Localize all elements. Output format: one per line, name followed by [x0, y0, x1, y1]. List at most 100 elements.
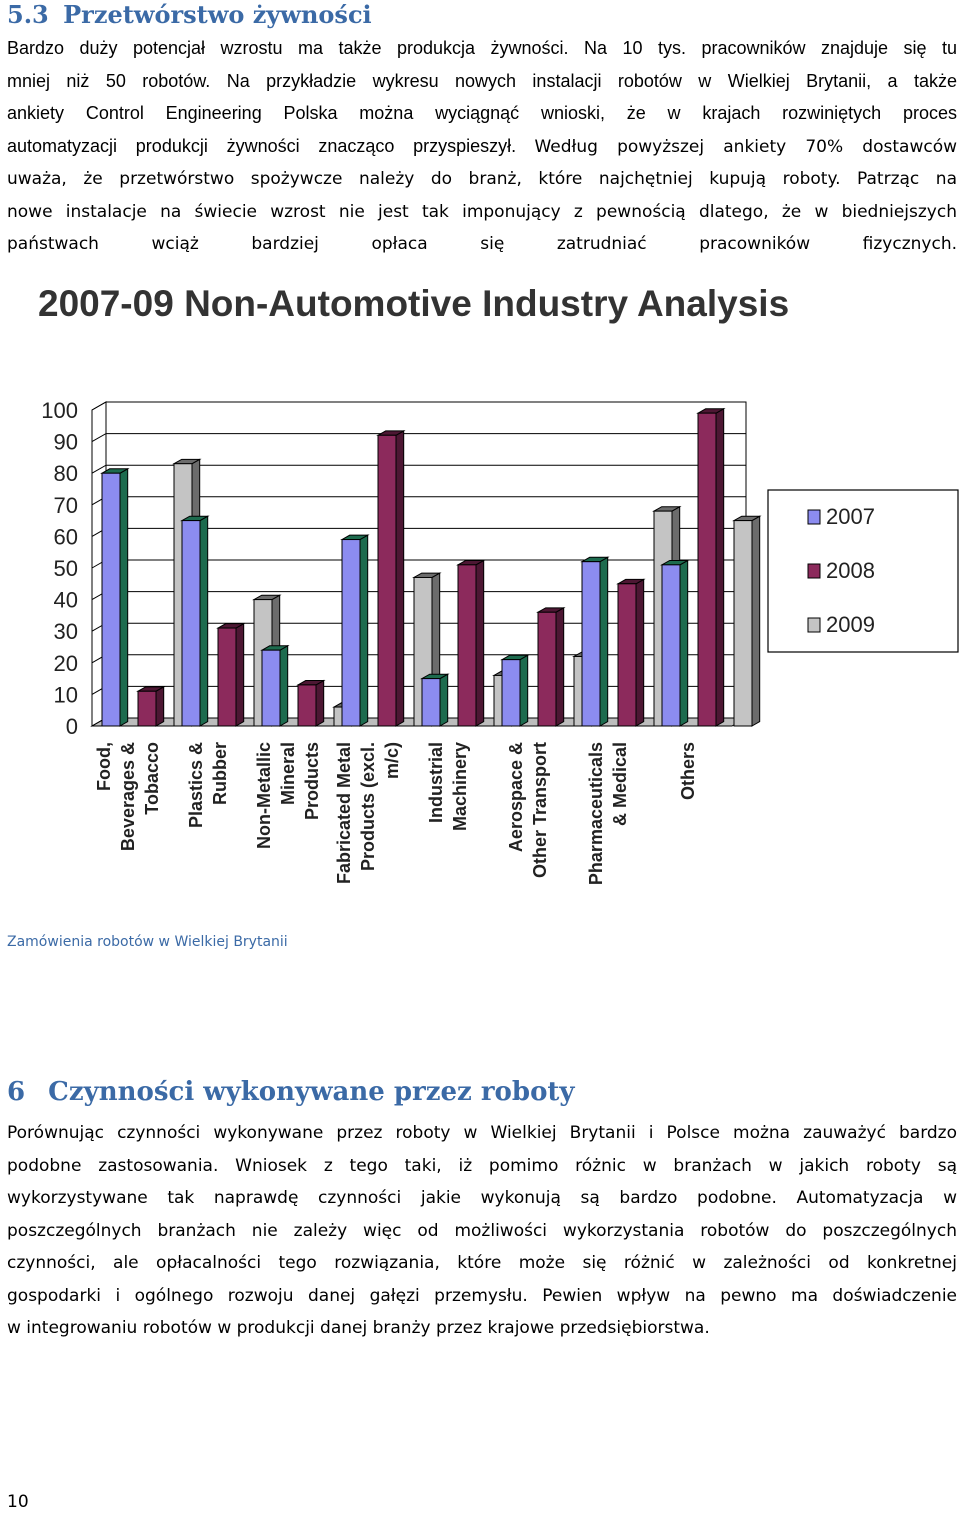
bar [217, 627, 237, 727]
text-line: czynności, ale opłacalności tego rozwiąz… [7, 1253, 957, 1273]
x-tick-label: Mineral [278, 742, 298, 805]
bar [661, 564, 681, 727]
bar [457, 564, 477, 727]
legend-label: 2008 [826, 558, 875, 583]
bar-side [475, 559, 485, 727]
text-line: Bardzo duży potencjał wzrostu ma także p… [7, 38, 957, 58]
legend-box [767, 489, 959, 653]
bar [297, 684, 317, 727]
gridline [91, 401, 746, 411]
y-tick-label: 60 [54, 524, 78, 549]
bar-side [439, 673, 449, 727]
legend-swatch [807, 509, 821, 525]
bar-side [555, 606, 565, 727]
paragraph-intro-c: uważa, że przetwórstwo spożywcze należy … [7, 163, 957, 261]
x-tick-label: Others [678, 742, 698, 800]
bar [581, 561, 601, 727]
x-tick-label: Pharmaceuticals [586, 742, 606, 885]
x-tick-label: Rubber [210, 742, 230, 805]
bar-side [519, 654, 529, 727]
x-tick-label: & Medical [610, 742, 630, 826]
section-number: 5.3 [7, 0, 49, 29]
bar-side [715, 407, 725, 727]
section-heading: 5.3 Przetwórstwo żywności [7, 0, 372, 29]
x-tick-label: Other Transport [530, 742, 550, 878]
y-tick-label: 10 [54, 682, 78, 707]
y-tick-label: 0 [66, 714, 78, 739]
x-tick-label: Tobacco [142, 742, 162, 815]
bar [697, 412, 717, 727]
x-tick-label: Fabricated Metal [334, 742, 354, 884]
bar-side [751, 515, 761, 727]
text-line: państwach wciąż bardziej opłaca się zatr… [7, 234, 957, 254]
paragraph-intro-b: automatyzacji produkcji żywności znacząc… [7, 130, 957, 164]
y-tick-label: 30 [54, 619, 78, 644]
bar [101, 472, 121, 727]
figure-caption: Zamówienia robotów w Wielkiej Brytanii [7, 934, 288, 950]
x-tick-label: Products [302, 742, 322, 820]
gridline [91, 433, 746, 443]
x-tick-label: Food, [94, 742, 114, 791]
x-tick-label: Beverages & [118, 742, 138, 851]
text-line: wykorzystywane tak naprawdę czynności ja… [7, 1188, 957, 1208]
section-title: Przetwórstwo żywności [63, 0, 372, 29]
bar [617, 583, 637, 727]
text-line: uważa, że przetwórstwo spożywcze należy … [7, 169, 957, 189]
x-tick-label: Aerospace & [506, 742, 526, 852]
y-tick-label: 50 [54, 556, 78, 581]
bar-side [315, 679, 325, 727]
bar [341, 539, 361, 727]
bar-side [155, 685, 165, 727]
industry-bar-chart: 2007-09 Non-Automotive Industry Analysis… [38, 283, 959, 885]
bar-side [235, 622, 245, 727]
text-line: automatyzacji produkcji żywności znacząc… [7, 136, 957, 157]
text-line: w integrowaniu robotów w produkcji danej… [7, 1318, 710, 1338]
bar [733, 520, 753, 727]
bar [181, 520, 201, 727]
y-tick-label: 40 [54, 588, 78, 613]
legend-label: 2007 [826, 504, 875, 529]
gridline [91, 464, 746, 474]
page-number: 10 [7, 1492, 29, 1512]
legend-swatch [807, 563, 821, 579]
legend-swatch [807, 617, 821, 633]
bar-side [119, 467, 129, 727]
bar [137, 690, 157, 727]
x-tick-label: Products (excl. [358, 742, 378, 871]
section-heading: 6 Czynności wykonywane przez roboty [7, 1077, 575, 1107]
section-number: 6 [7, 1077, 26, 1107]
x-tick-label: Machinery [450, 742, 470, 831]
x-tick-label: m/c) [382, 742, 402, 779]
bar-side [199, 515, 209, 727]
text-line: ankiety Control Engineering Polska można… [7, 103, 957, 123]
section-title: Czynności wykonywane przez roboty [48, 1077, 575, 1107]
bar [501, 659, 521, 727]
bar [537, 611, 557, 727]
x-tick-label: Industrial [426, 742, 446, 823]
text-line: Porównując czynności wykonywane przez ro… [7, 1123, 957, 1143]
x-tick-label: Non-Metallic [254, 742, 274, 849]
bar-side [279, 644, 289, 727]
bar-side [395, 430, 405, 727]
bar-side [359, 534, 369, 727]
text-line: nowe instalacje na świecie wzrost nie je… [7, 201, 957, 222]
text-line: gospodarki i ogólnego rozwoju danej gałę… [7, 1285, 957, 1306]
bar [261, 649, 281, 727]
bar-side [679, 559, 689, 727]
text-line: podobne zastosowania. Wniosek z tego tak… [7, 1155, 957, 1176]
y-tick-label: 70 [54, 493, 78, 518]
bar-side [599, 556, 609, 727]
y-tick-label: 80 [54, 461, 78, 486]
chart-title: 2007-09 Non-Automotive Industry Analysis [38, 283, 789, 324]
paragraph-intro-a: Bardzo duży potencjał wzrostu ma także p… [7, 32, 957, 130]
text-line: mniej niż 50 robotów. Na przykładzie wyk… [7, 70, 957, 91]
text-line: poszczególnych branżach nie zależy więc … [7, 1220, 957, 1241]
y-tick-label: 20 [54, 651, 78, 676]
y-tick-label: 90 [54, 430, 78, 455]
legend-label: 2009 [826, 612, 875, 637]
bar-side [635, 578, 645, 727]
y-tick-label: 100 [41, 398, 78, 423]
paragraph-section-6: Porównując czynności wykonywane przez ro… [7, 1117, 957, 1345]
bar [377, 434, 397, 727]
bar [421, 678, 441, 727]
